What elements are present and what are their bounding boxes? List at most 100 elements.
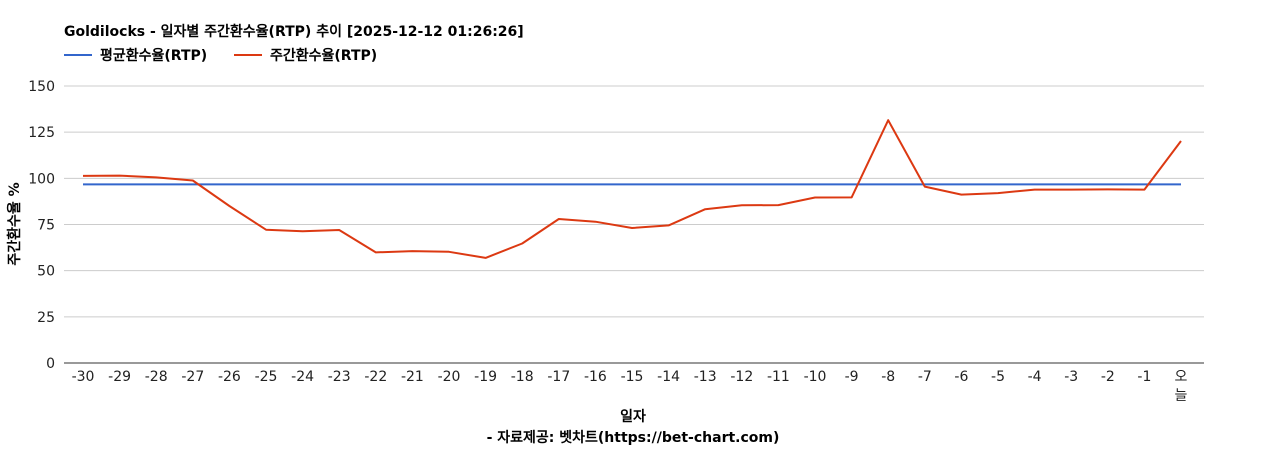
data-point[interactable] <box>337 228 342 233</box>
x-tick-label: -1 <box>1137 369 1151 385</box>
data-point[interactable] <box>776 182 781 187</box>
data-point[interactable] <box>264 182 269 187</box>
x-tick-label: -4 <box>1028 369 1042 385</box>
x-tick-label: -14 <box>657 369 680 385</box>
data-point[interactable] <box>410 249 415 254</box>
data-point[interactable] <box>1105 187 1110 192</box>
x-tick-label: -28 <box>145 369 168 385</box>
data-point[interactable] <box>81 182 86 187</box>
y-tick-label: 50 <box>37 264 55 280</box>
x-tick-label: -9 <box>845 369 859 385</box>
data-point[interactable] <box>776 203 781 208</box>
data-point[interactable] <box>556 182 561 187</box>
x-tick-label: -21 <box>401 369 424 385</box>
data-point[interactable] <box>1179 182 1184 187</box>
data-point[interactable] <box>739 182 744 187</box>
data-point[interactable] <box>447 182 452 187</box>
y-tick-label: 125 <box>28 125 55 141</box>
data-point[interactable] <box>886 118 891 123</box>
data-point[interactable] <box>190 178 195 183</box>
data-point[interactable] <box>959 182 964 187</box>
x-tick-label: -25 <box>255 369 278 385</box>
data-point[interactable] <box>1179 139 1184 144</box>
data-point[interactable] <box>300 229 305 234</box>
data-point[interactable] <box>1032 187 1037 192</box>
gridlines <box>64 85 1204 364</box>
x-tick-label: -3 <box>1064 369 1078 385</box>
data-point[interactable] <box>373 250 378 255</box>
chart-title: Goldilocks - 일자별 주간환수율(RTP) 추이 [2025-12-… <box>64 23 524 40</box>
data-point[interactable] <box>666 182 671 187</box>
data-point[interactable] <box>373 182 378 187</box>
data-point[interactable] <box>886 182 891 187</box>
data-point[interactable] <box>593 182 598 187</box>
data-point[interactable] <box>81 173 86 178</box>
legend-item[interactable]: 주간환수율(RTP) <box>234 47 377 64</box>
x-tick-label: -23 <box>328 369 351 385</box>
x-tick-label: -15 <box>621 369 644 385</box>
data-point[interactable] <box>483 255 488 260</box>
x-tick-label: -22 <box>364 369 387 385</box>
data-point[interactable] <box>739 203 744 208</box>
data-point[interactable] <box>959 192 964 197</box>
legend-item[interactable]: 평균환수율(RTP) <box>64 47 207 64</box>
data-point[interactable] <box>300 182 305 187</box>
data-point[interactable] <box>154 175 159 180</box>
data-point[interactable] <box>1032 182 1037 187</box>
data-point[interactable] <box>703 182 708 187</box>
x-tick-label: -2 <box>1101 369 1115 385</box>
data-point[interactable] <box>1105 182 1110 187</box>
x-axis-ticks: -30 -29 -28 -27 -26 -25 -24 -23 -22 -21 -20 -19 -18-… <box>72 369 1188 404</box>
legend-label: 주간환수율(RTP) <box>270 47 377 64</box>
data-point[interactable] <box>996 182 1001 187</box>
source-credit: - 자료제공: 벳차트(https://bet-chart.com) <box>487 429 780 446</box>
data-point[interactable] <box>117 182 122 187</box>
x-tick-label: -26 <box>218 369 241 385</box>
legend-label: 평균환수율(RTP) <box>100 47 207 64</box>
legend[interactable]: 평균환수율(RTP) 주간환수율(RTP) <box>64 47 377 64</box>
data-point[interactable] <box>666 223 671 228</box>
data-point[interactable] <box>520 241 525 246</box>
data-point[interactable] <box>483 182 488 187</box>
y-axis-ticks: 0 25 50 75 100 125 150 <box>28 79 55 372</box>
x-tick-label: -6 <box>954 369 968 385</box>
x-tick-label: -29 <box>108 369 131 385</box>
data-point[interactable] <box>593 219 598 224</box>
data-point[interactable] <box>556 216 561 221</box>
data-point[interactable] <box>630 182 635 187</box>
data-point[interactable] <box>703 207 708 212</box>
data-point[interactable] <box>849 182 854 187</box>
data-point[interactable] <box>849 195 854 200</box>
x-tick-label: -5 <box>991 369 1005 385</box>
x-tick-label: -19 <box>474 369 497 385</box>
data-point[interactable] <box>520 182 525 187</box>
data-point[interactable] <box>447 249 452 254</box>
data-point[interactable] <box>813 195 818 200</box>
data-point[interactable] <box>1069 187 1074 192</box>
data-point[interactable] <box>1142 187 1147 192</box>
data-point[interactable] <box>813 182 818 187</box>
x-tick-label: -20 <box>438 369 461 385</box>
y-tick-label: 150 <box>28 79 55 95</box>
data-point[interactable] <box>264 227 269 232</box>
data-point[interactable] <box>154 182 159 187</box>
data-point[interactable] <box>337 182 342 187</box>
data-point[interactable] <box>117 173 122 178</box>
y-tick-label: 75 <box>37 218 55 234</box>
x-tick-label: -16 <box>584 369 607 385</box>
data-point[interactable] <box>227 182 232 187</box>
y-tick-label: 0 <box>46 356 55 372</box>
x-tick-label: -10 <box>804 369 827 385</box>
x-tick-label: -30 <box>72 369 95 385</box>
data-point[interactable] <box>996 191 1001 196</box>
data-point[interactable] <box>922 184 927 189</box>
data-point[interactable] <box>630 226 635 231</box>
x-tick-label: -11 <box>767 369 790 385</box>
y-tick-label: 25 <box>37 310 55 326</box>
x-tick-label: -18 <box>511 369 534 385</box>
data-point[interactable] <box>227 204 232 209</box>
data-point[interactable] <box>410 182 415 187</box>
data-point[interactable] <box>1069 182 1074 187</box>
